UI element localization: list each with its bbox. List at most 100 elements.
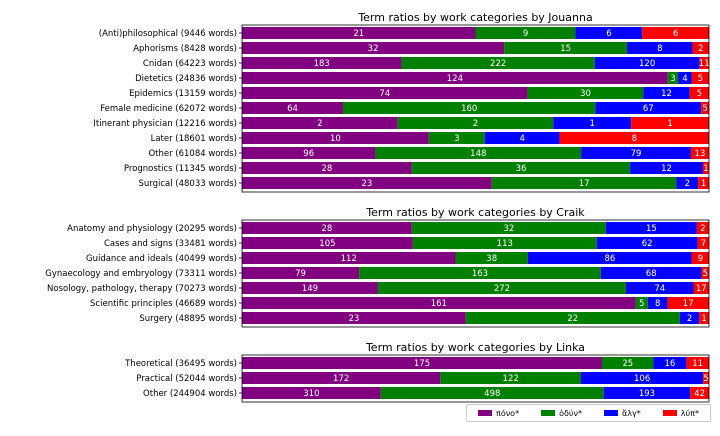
y-tick-label: Gynaecology and embryology (73311 words) bbox=[45, 269, 237, 279]
bar-segment-ἄλγ* bbox=[605, 222, 697, 234]
bar-segment-ἄλγ* bbox=[627, 42, 693, 54]
bar-segment-ἄλγ* bbox=[484, 132, 560, 144]
bar-segment-ἄλγ* bbox=[581, 372, 704, 384]
bar-value-label: 17 bbox=[683, 299, 694, 309]
legend-label-alg: ἄλγ* bbox=[622, 408, 641, 418]
bar-segment-λύπ* bbox=[701, 102, 709, 114]
bar-segment-ὀδύν* bbox=[465, 312, 680, 324]
bar-segment-ἄλγ* bbox=[553, 117, 632, 129]
legend-swatch-alg bbox=[604, 410, 618, 416]
bar-value-label: 2 bbox=[685, 179, 690, 189]
bar-segment-λύπ* bbox=[559, 132, 709, 144]
y-tick-label: Anatomy and physiology (20295 words) bbox=[67, 224, 237, 234]
bar-segment-πόνο* bbox=[242, 72, 668, 84]
bar-value-label: 28 bbox=[321, 164, 332, 174]
bar-value-label: 1 bbox=[701, 314, 706, 324]
bar-value-label: 1 bbox=[667, 119, 672, 129]
bar-segment-λύπ* bbox=[699, 57, 709, 69]
y-tick-label: Scientific principles (46689 words) bbox=[90, 299, 237, 309]
bar-value-label: 172 bbox=[333, 374, 349, 384]
bar-value-label: 96 bbox=[303, 149, 314, 159]
bar-segment-πόνο* bbox=[242, 117, 398, 129]
bar-segment-ὀδύν* bbox=[342, 102, 596, 114]
bar-segment-πόνο* bbox=[242, 87, 528, 99]
bar-segment-πόνο* bbox=[242, 102, 343, 114]
chart-panel-2: Term ratios by work categories by Linka T… bbox=[124, 341, 710, 403]
bar-value-label: 2 bbox=[687, 314, 692, 324]
y-tick-label: Female medicine (62072 words) bbox=[100, 104, 237, 114]
bar-segment-ὀδύν* bbox=[667, 72, 679, 84]
bar-segment-ὀδύν* bbox=[411, 222, 606, 234]
bar-value-label: 310 bbox=[303, 389, 319, 399]
bar-segment-πόνο* bbox=[242, 312, 466, 324]
bar-value-label: 148 bbox=[470, 149, 486, 159]
bar-value-label: 1 bbox=[590, 119, 595, 129]
bar-value-label: 16 bbox=[664, 359, 675, 369]
bar-segment-ὀδύν* bbox=[377, 282, 626, 294]
bar-value-label: 112 bbox=[341, 254, 357, 264]
chart-panel-0: Term ratios by work categories by Jouann… bbox=[93, 11, 710, 193]
bar-segment-ὀδύν* bbox=[602, 357, 654, 369]
bar-segment-λύπ* bbox=[698, 177, 709, 189]
bar-value-label: 222 bbox=[490, 59, 506, 69]
bar-segment-πόνο* bbox=[242, 372, 441, 384]
bar-value-label: 113 bbox=[497, 239, 513, 249]
bar-segment-πόνο* bbox=[242, 162, 412, 174]
legend-swatch-odyn bbox=[541, 410, 556, 416]
bar-segment-ἄλγ* bbox=[679, 312, 700, 324]
bar-segment-ἄλγ* bbox=[595, 102, 702, 114]
bar-segment-λύπ* bbox=[703, 372, 709, 384]
y-tick-label: Prognostics (11345 words) bbox=[124, 164, 237, 174]
bar-value-label: 161 bbox=[431, 299, 447, 309]
bar-segment-ἄλγ* bbox=[603, 387, 691, 399]
bar-value-label: 163 bbox=[472, 269, 488, 279]
legend-item-alg: ἄλγ* bbox=[604, 409, 641, 418]
bar-value-label: 1 bbox=[701, 179, 706, 189]
bar-value-label: 74 bbox=[379, 89, 390, 99]
bar-value-label: 17 bbox=[579, 179, 590, 189]
chart-title-2: Term ratios by work categories by Linka bbox=[365, 341, 585, 354]
bar-segment-λύπ* bbox=[691, 72, 709, 84]
bar-segment-ἄλγ* bbox=[575, 27, 643, 39]
legend-label-odyn: ὀδύν* bbox=[559, 408, 582, 418]
chart-legend: πόνο* ὀδύν* ἄλγ* λύπ* bbox=[466, 404, 711, 422]
bar-value-label: 183 bbox=[314, 59, 330, 69]
bar-segment-ἄλγ* bbox=[676, 177, 699, 189]
bar-value-label: 36 bbox=[516, 164, 527, 174]
y-tick-label: Other (61084 words) bbox=[148, 149, 237, 159]
legend-label-pono: πόνο* bbox=[496, 408, 520, 418]
y-tick-label: Epidemics (13159 words) bbox=[129, 89, 237, 99]
legend-item-lyp: λύπ* bbox=[662, 409, 699, 418]
bar-segment-πόνο* bbox=[242, 147, 376, 159]
bar-segment-ἄλγ* bbox=[581, 147, 691, 159]
legend-swatch-pono bbox=[478, 410, 492, 416]
bar-value-label: 175 bbox=[414, 359, 430, 369]
bar-value-label: 9 bbox=[523, 29, 528, 39]
bar-value-label: 6 bbox=[673, 29, 678, 39]
y-tick-label: Aphorisms (8428 words) bbox=[133, 44, 237, 54]
bar-segment-πόνο* bbox=[242, 297, 636, 309]
bar-value-label: 62 bbox=[642, 239, 653, 249]
bar-value-label: 17 bbox=[696, 284, 707, 294]
bar-value-label: 5 bbox=[703, 269, 708, 279]
bar-value-label: 7 bbox=[701, 239, 706, 249]
bar-value-label: 67 bbox=[643, 104, 654, 114]
plot-frame-1 bbox=[241, 219, 710, 328]
bar-value-label: 68 bbox=[646, 269, 657, 279]
bar-value-label: 30 bbox=[580, 89, 591, 99]
bar-segment-ἄλγ* bbox=[647, 297, 668, 309]
bar-value-label: 5 bbox=[703, 374, 708, 384]
bar-segment-ἄλγ* bbox=[643, 87, 690, 99]
bar-value-label: 5 bbox=[639, 299, 644, 309]
bar-value-label: 124 bbox=[447, 74, 463, 84]
bar-segment-ὀδύν* bbox=[411, 162, 631, 174]
bar-value-label: 15 bbox=[560, 44, 571, 54]
bar-value-label: 3 bbox=[454, 134, 459, 144]
chart-title-1: Term ratios by work categories by Craik bbox=[365, 206, 585, 219]
bar-segment-ὀδύν* bbox=[401, 57, 595, 69]
bar-value-label: 11 bbox=[699, 59, 710, 69]
bar-segment-ὀδύν* bbox=[359, 267, 601, 279]
bar-segment-λύπ* bbox=[702, 162, 709, 174]
bar-value-label: 12 bbox=[661, 164, 672, 174]
